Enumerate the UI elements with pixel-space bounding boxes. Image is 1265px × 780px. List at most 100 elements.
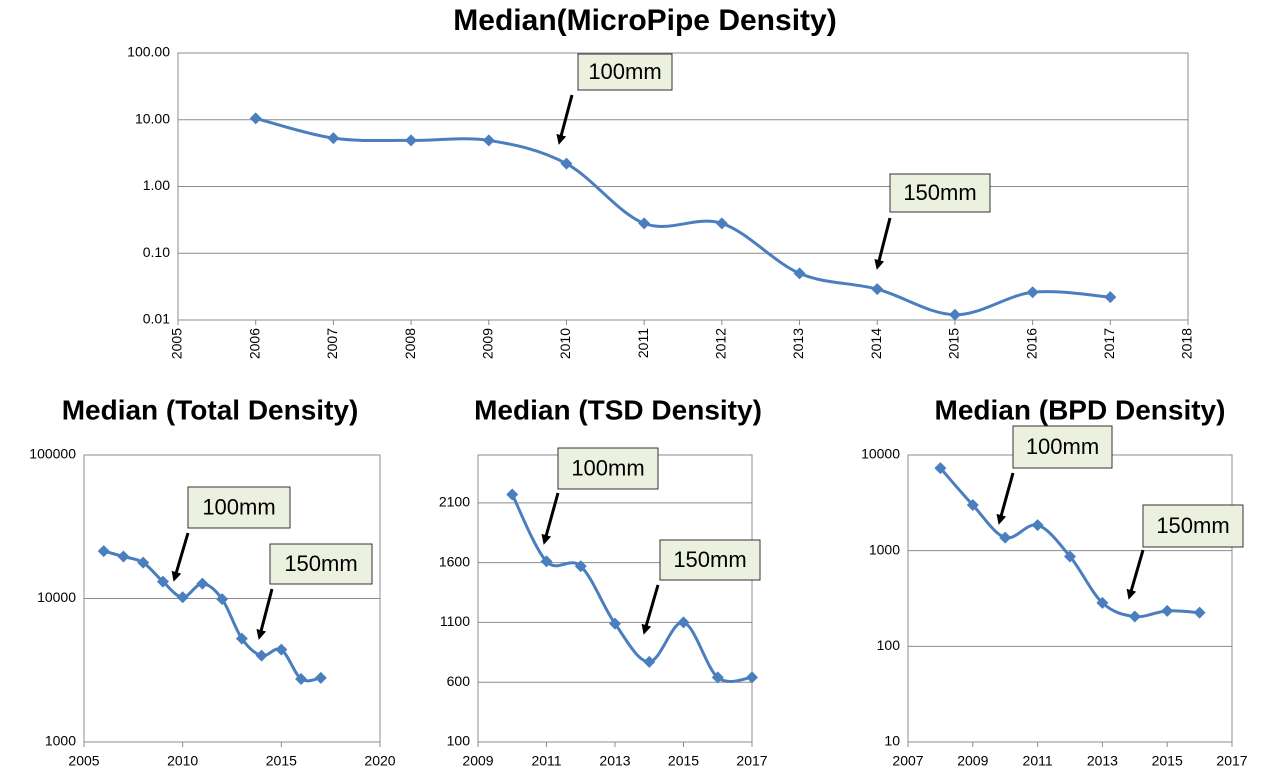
x-tick-label: 2009 [462, 753, 493, 769]
data-point [1161, 604, 1174, 617]
x-tick-label: 2013 [1087, 753, 1118, 769]
data-point [1104, 291, 1117, 304]
annotation-arrow [641, 584, 660, 635]
data-point [934, 462, 947, 475]
annotation-box [187, 486, 291, 529]
y-tick-label: 0.10 [143, 244, 170, 260]
annotation-box [889, 173, 991, 213]
annotation-box [269, 543, 373, 585]
x-tick-label: 2017 [1101, 328, 1117, 359]
data-point [715, 217, 728, 230]
data-point [216, 593, 229, 606]
x-tick-label: 2017 [1216, 753, 1247, 769]
data-point [506, 488, 519, 501]
data-point [609, 617, 621, 630]
x-tick-label: 2011 [531, 753, 561, 769]
y-tick-label: 1600 [439, 553, 470, 569]
x-tick-label: 2016 [1023, 328, 1039, 359]
chart-title: Median (TSD Density) [474, 394, 762, 425]
annotation-label: 150mm [1156, 513, 1229, 538]
plot-border [477, 454, 753, 743]
data-point [156, 575, 169, 588]
data-point [97, 545, 110, 558]
data-point [677, 616, 690, 629]
data-point [117, 550, 130, 563]
x-tick-label: 2007 [892, 753, 923, 769]
data-point [275, 643, 288, 656]
data-point [255, 649, 268, 662]
y-tick-label: 100.00 [127, 44, 170, 60]
data-point [137, 556, 150, 569]
y-tick-label: 1.00 [143, 177, 170, 193]
y-tick-label: 10.00 [135, 110, 170, 126]
x-tick-label: 2012 [713, 328, 729, 359]
data-point [871, 283, 884, 296]
y-tick-label: 600 [447, 673, 471, 689]
y-tick-label: 0.01 [143, 311, 170, 327]
x-tick-label: 2015 [266, 753, 297, 769]
y-tick-label: 100 [447, 733, 471, 749]
y-tick-label: 100 [877, 637, 901, 653]
x-tick-label: 2009 [957, 753, 988, 769]
data-point [948, 308, 961, 321]
data-point [405, 134, 418, 147]
data-point [1031, 519, 1044, 532]
data-point [327, 132, 340, 145]
x-tick-label: 2007 [324, 328, 340, 359]
y-tick-label: 100000 [29, 446, 76, 462]
x-tick-label: 2015 [1152, 753, 1183, 769]
chart-title: Median (Total Density) [62, 394, 359, 425]
y-tick-label: 2100 [439, 494, 470, 510]
data-point [1096, 596, 1109, 609]
data-point [574, 560, 587, 573]
annotation-arrow [556, 94, 574, 145]
annotation-label: 150mm [903, 180, 976, 205]
data-point [314, 671, 327, 684]
data-point [235, 632, 248, 645]
y-tick-label: 1100 [440, 613, 470, 629]
data-point [711, 671, 724, 684]
annotation-label: 100mm [571, 455, 644, 480]
annotation-label: 150mm [284, 551, 357, 576]
data-point [560, 157, 573, 170]
annotation-box [577, 53, 673, 91]
x-tick-label: 2005 [169, 328, 185, 359]
plot-border [177, 52, 1189, 321]
data-point [176, 591, 189, 604]
data-point [643, 655, 656, 668]
x-tick-label: 2010 [557, 328, 573, 359]
plot-border [907, 454, 1233, 743]
x-tick-label: 2005 [68, 753, 99, 769]
annotation-box [557, 447, 659, 490]
x-tick-label: 2006 [246, 328, 262, 359]
chart-title: Median(MicroPipe Density) [453, 4, 836, 37]
data-point [1193, 606, 1206, 619]
data-point [540, 555, 553, 568]
annotation-arrow [171, 532, 190, 582]
data-line [255, 116, 1111, 317]
annotation-arrow [541, 492, 560, 545]
annotation-arrow [874, 217, 892, 270]
annotation-arrow [256, 588, 274, 640]
annotation-arrow [1126, 549, 1145, 600]
data-point [1128, 610, 1141, 623]
y-tick-label: 1000 [45, 733, 76, 749]
annotation-label: 100mm [202, 494, 275, 519]
x-tick-label: 2013 [599, 753, 630, 769]
y-tick-label: 10000 [861, 446, 900, 462]
data-point [1064, 550, 1076, 563]
annotation-label: 100mm [1026, 434, 1099, 459]
annotation-arrow [996, 472, 1015, 525]
y-tick-label: 10000 [37, 589, 76, 605]
data-point [746, 671, 758, 684]
data-point [999, 531, 1012, 544]
plot-border [83, 454, 381, 743]
x-tick-label: 2008 [402, 328, 418, 359]
y-tick-label: 10 [884, 733, 900, 749]
x-tick-label: 2014 [868, 328, 884, 359]
annotation-label: 100mm [588, 59, 661, 84]
data-point [1026, 286, 1039, 299]
x-tick-label: 2020 [364, 753, 395, 769]
x-tick-label: 2011 [1023, 753, 1053, 769]
data-point [966, 499, 979, 512]
